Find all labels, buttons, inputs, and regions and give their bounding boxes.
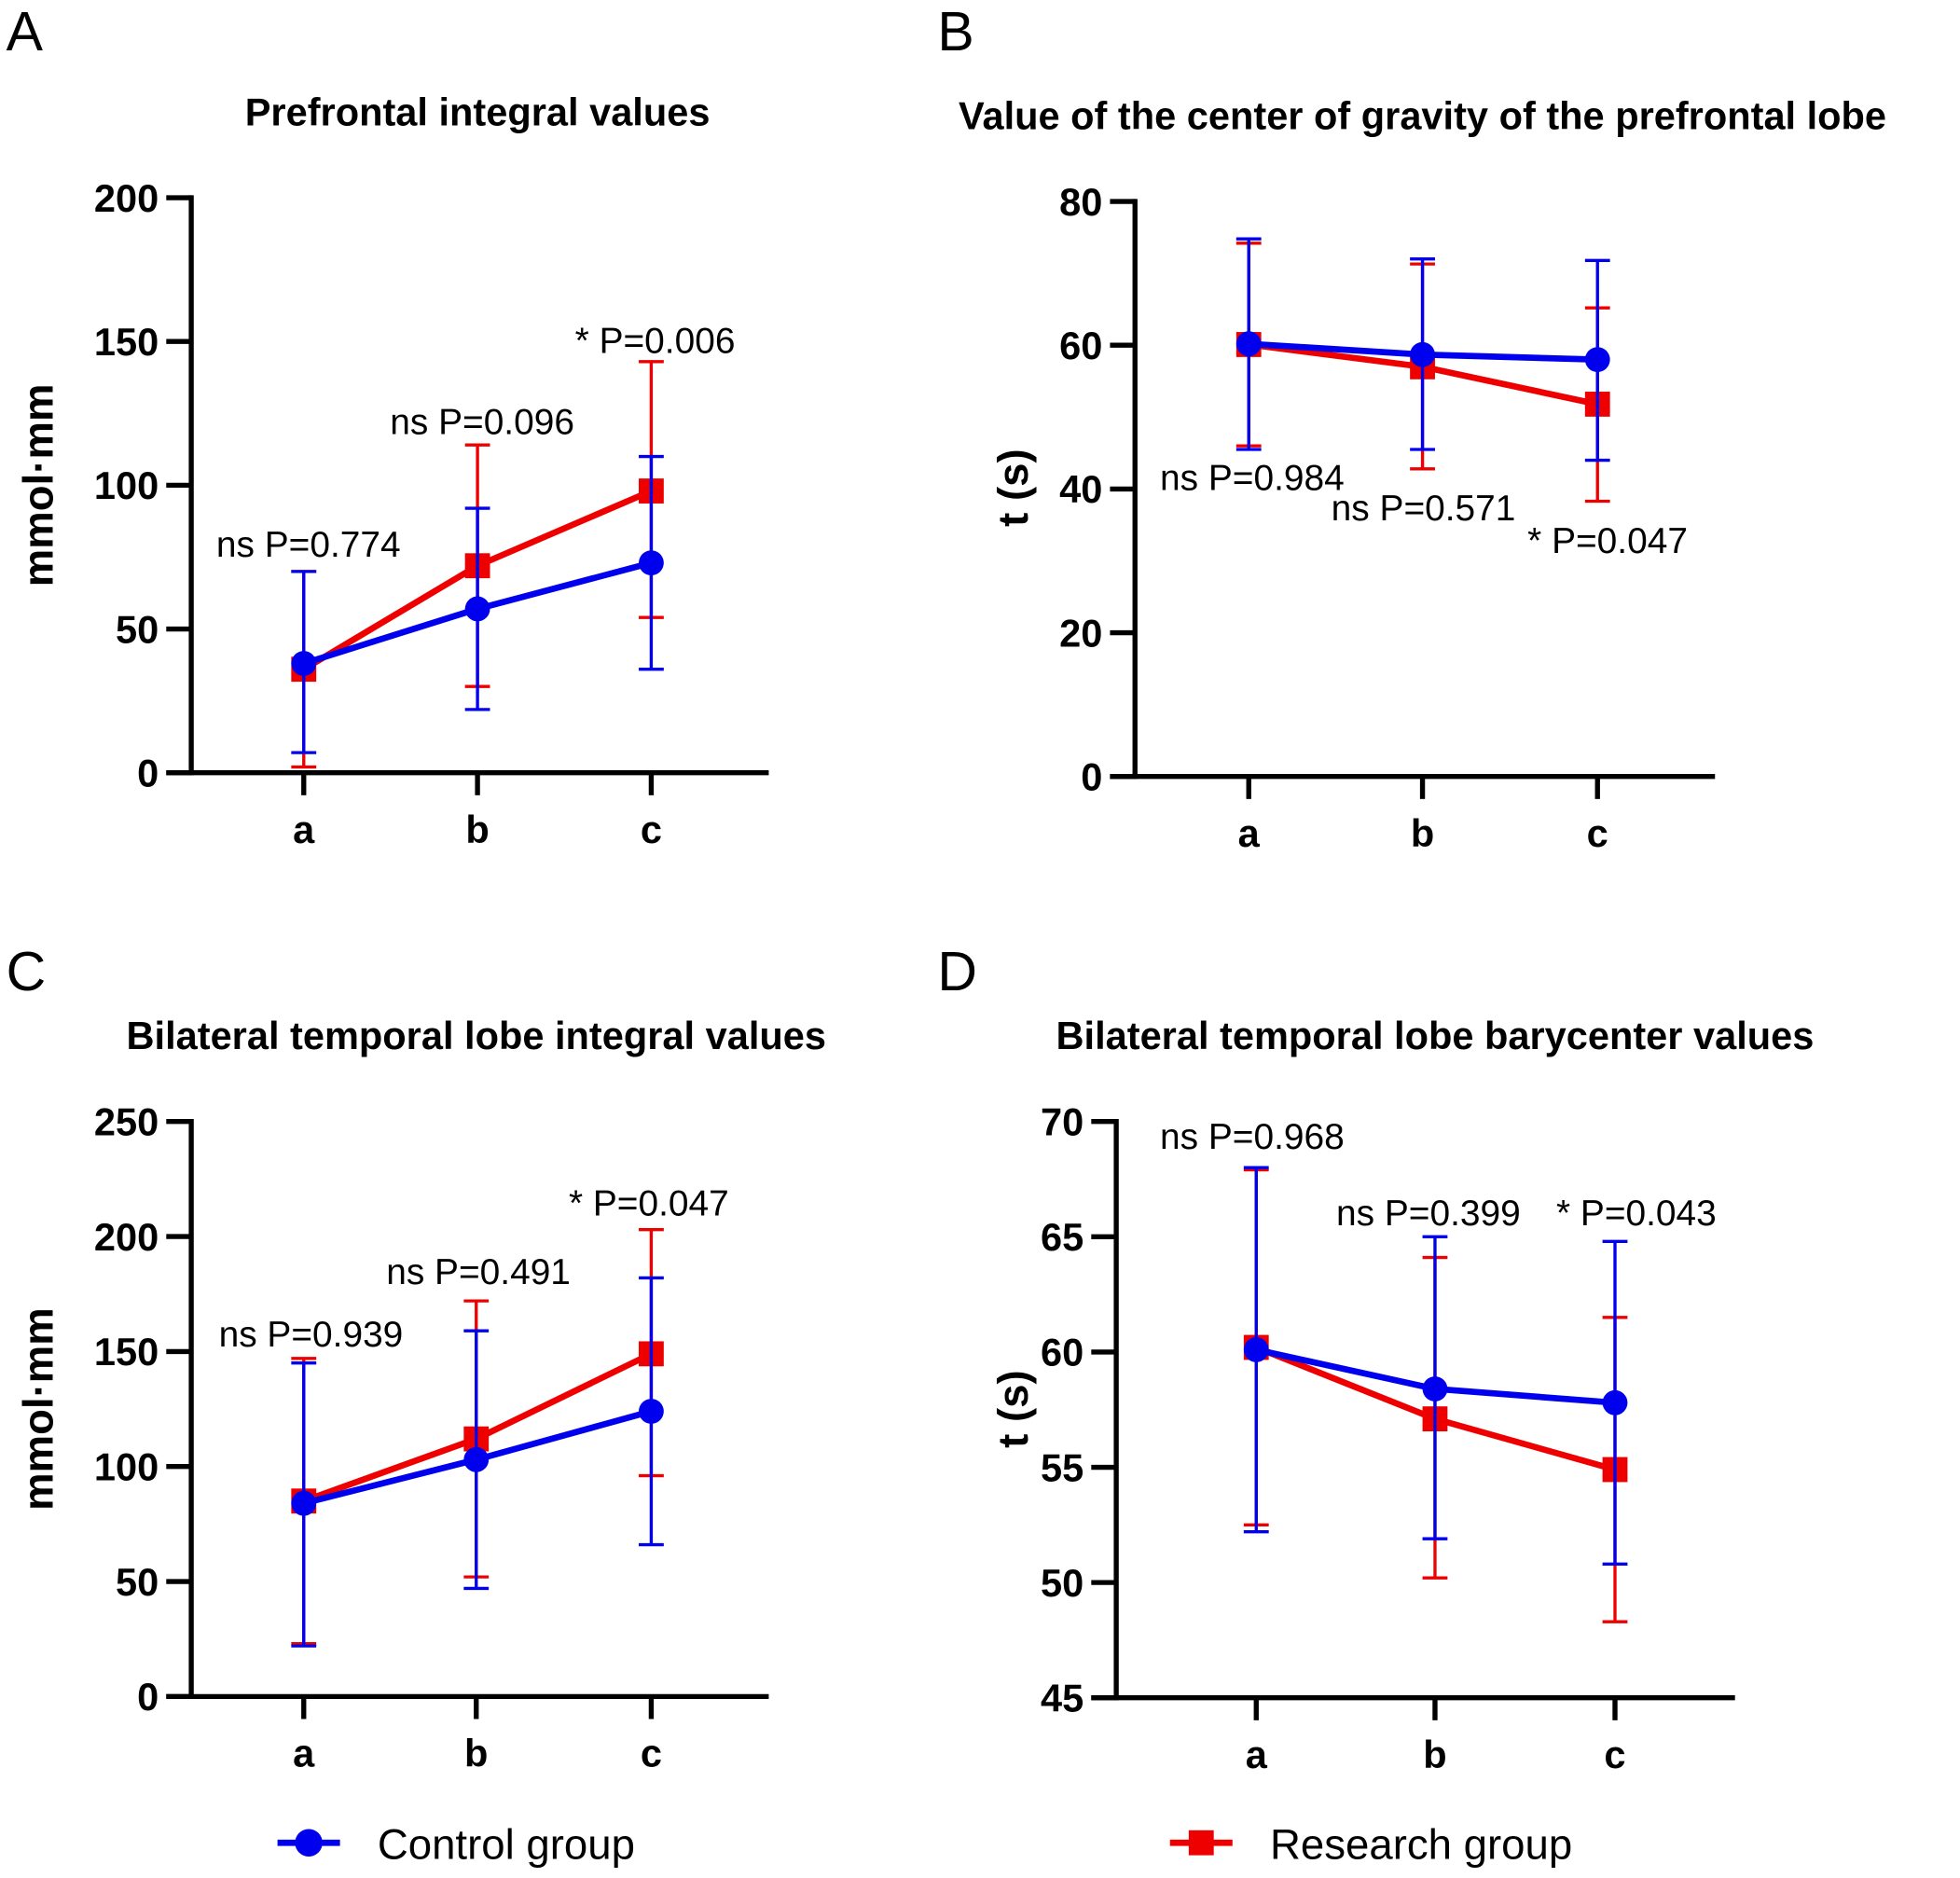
y-tick-label: 65: [1041, 1215, 1084, 1259]
data-point: [1243, 1337, 1269, 1362]
significance-annotation: ns P=0.096: [390, 402, 574, 442]
x-tick-label: b: [465, 808, 489, 851]
panel-d: D Bilateral temporal lobe barycenter valu…: [937, 942, 1814, 1776]
x-tick-label: a: [293, 1731, 315, 1774]
data-point: [1422, 1376, 1448, 1402]
panel-letter: B: [937, 2, 973, 62]
y-tick-label: 0: [137, 1675, 159, 1719]
x-tick-label: a: [1246, 1733, 1268, 1776]
series-control: [291, 454, 664, 754]
x-tick-label: a: [1238, 811, 1261, 855]
significance-annotation: ns P=0.571: [1332, 489, 1516, 529]
data-point: [1410, 341, 1435, 367]
significance-annotation: ns P=0.774: [216, 525, 401, 565]
y-tick-label: 60: [1041, 1331, 1084, 1374]
y-tick-label: 0: [1081, 754, 1102, 798]
chart-title: Value of the center of gravity of the pr…: [959, 93, 1886, 137]
data-point: [291, 651, 317, 676]
y-tick-label: 150: [94, 1330, 159, 1374]
series-control: [1243, 1166, 1628, 1567]
x-tick-label: c: [1604, 1733, 1625, 1776]
y-tick-label: 20: [1059, 611, 1102, 655]
x-tick-label: c: [641, 1731, 662, 1774]
legend-research-marker: [1188, 1830, 1214, 1856]
y-tick-label: 70: [1041, 1099, 1084, 1143]
panel-letter: D: [937, 942, 977, 1002]
chart-title: Bilateral temporal lobe integral values: [127, 1014, 826, 1057]
x-tick-label: b: [1423, 1733, 1446, 1776]
y-tick-label: 250: [94, 1099, 159, 1143]
panel-c: C Bilateral temporal lobe integral values…: [7, 942, 826, 1774]
data-point: [291, 1490, 317, 1516]
significance-annotation: ns P=0.939: [219, 1315, 404, 1355]
panel-letter: C: [7, 942, 47, 1002]
y-tick-label: 80: [1059, 180, 1102, 224]
y-tick-label: 200: [94, 1215, 159, 1259]
y-tick-label: 50: [1041, 1561, 1084, 1605]
panel-b: B Value of the center of gravity of the p…: [937, 2, 1886, 855]
y-tick-label: 40: [1059, 467, 1102, 511]
significance-annotation: * P=0.047: [569, 1183, 729, 1223]
chart-title: Bilateral temporal lobe barycenter value…: [1056, 1014, 1815, 1057]
data-point: [464, 596, 490, 622]
significance-annotation: ns P=0.399: [1336, 1194, 1521, 1234]
significance-annotation: ns P=0.968: [1160, 1117, 1345, 1157]
significance-annotation: * P=0.006: [575, 321, 736, 361]
y-tick-label: 50: [116, 1560, 159, 1604]
y-tick-label: 200: [94, 176, 159, 220]
y-tick-label: 55: [1041, 1445, 1084, 1489]
y-tick-label: 150: [94, 320, 159, 364]
y-tick-label: 100: [94, 463, 159, 507]
x-tick-label: b: [464, 1731, 488, 1774]
data-point: [1602, 1389, 1628, 1415]
legend: Control group Research group: [277, 1821, 1572, 1869]
panel-a: A Prefrontal integral values mmol·mm 0 50 100…: [7, 2, 769, 851]
significance-annotation: ns P=0.984: [1160, 459, 1345, 499]
data-point: [639, 550, 664, 576]
legend-research-label: Research group: [1270, 1821, 1572, 1869]
series-control: [1235, 237, 1610, 463]
y-tick-label: 50: [116, 607, 159, 651]
y-tick-label: 45: [1041, 1676, 1084, 1719]
legend-control-label: Control group: [378, 1821, 635, 1869]
y-tick-label: 60: [1059, 324, 1102, 367]
y-axis-label: t (s): [989, 449, 1037, 527]
significance-annotation: * P=0.043: [1556, 1194, 1717, 1234]
significance-annotation: ns P=0.491: [386, 1252, 571, 1292]
data-point: [1235, 331, 1262, 357]
y-tick-label: 0: [137, 751, 159, 794]
panel-letter: A: [7, 2, 44, 62]
significance-annotation: * P=0.047: [1527, 521, 1688, 561]
x-tick-label: b: [1411, 811, 1434, 855]
x-tick-label: a: [293, 808, 315, 851]
x-tick-label: c: [1587, 811, 1608, 855]
y-axis-label: t (s): [989, 1370, 1037, 1448]
data-point: [463, 1446, 490, 1472]
legend-control-marker: [295, 1829, 323, 1857]
chart-title: Prefrontal integral values: [245, 90, 711, 133]
y-axis-label: mmol·mm: [14, 384, 62, 587]
y-tick-label: 100: [94, 1444, 159, 1488]
data-point: [639, 1399, 664, 1424]
x-tick-label: c: [641, 808, 662, 851]
series-control: [291, 1276, 664, 1648]
data-point: [1584, 347, 1610, 373]
y-axis-label: mmol·mm: [14, 1307, 62, 1511]
